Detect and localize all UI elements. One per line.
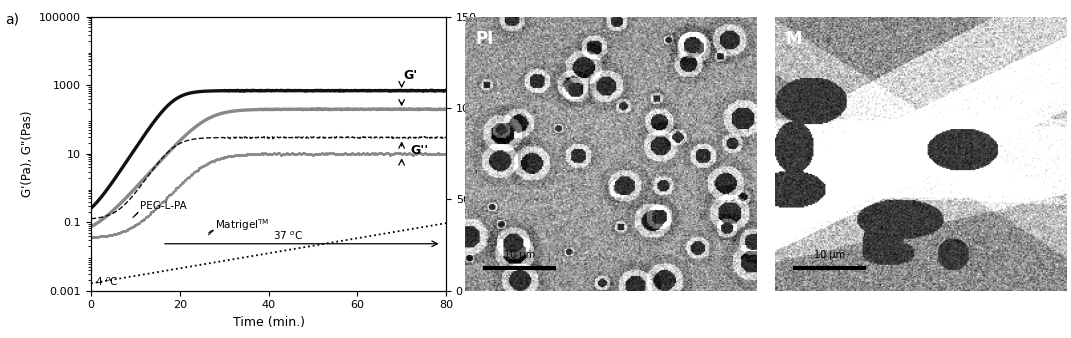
Text: 10 μm: 10 μm xyxy=(814,250,845,260)
Text: a): a) xyxy=(5,13,19,27)
X-axis label: Time (min.): Time (min.) xyxy=(232,316,304,329)
Text: 37 $^o$C: 37 $^o$C xyxy=(273,230,303,242)
Text: 10 μm: 10 μm xyxy=(504,250,536,260)
Text: PI: PI xyxy=(476,30,494,48)
Y-axis label: Temperature (°C): Temperature (°C) xyxy=(482,103,495,205)
Text: 4 $^o$C: 4 $^o$C xyxy=(95,276,119,288)
Text: G': G' xyxy=(404,69,418,82)
Text: G'': G'' xyxy=(410,144,428,157)
Y-axis label: G'(Pa), G"(Pas): G'(Pa), G"(Pas) xyxy=(20,111,34,197)
Text: PEG-L-PA: PEG-L-PA xyxy=(140,201,186,211)
Text: M: M xyxy=(785,30,802,48)
Text: Matrigel$^{\rm TM}$: Matrigel$^{\rm TM}$ xyxy=(215,217,270,233)
